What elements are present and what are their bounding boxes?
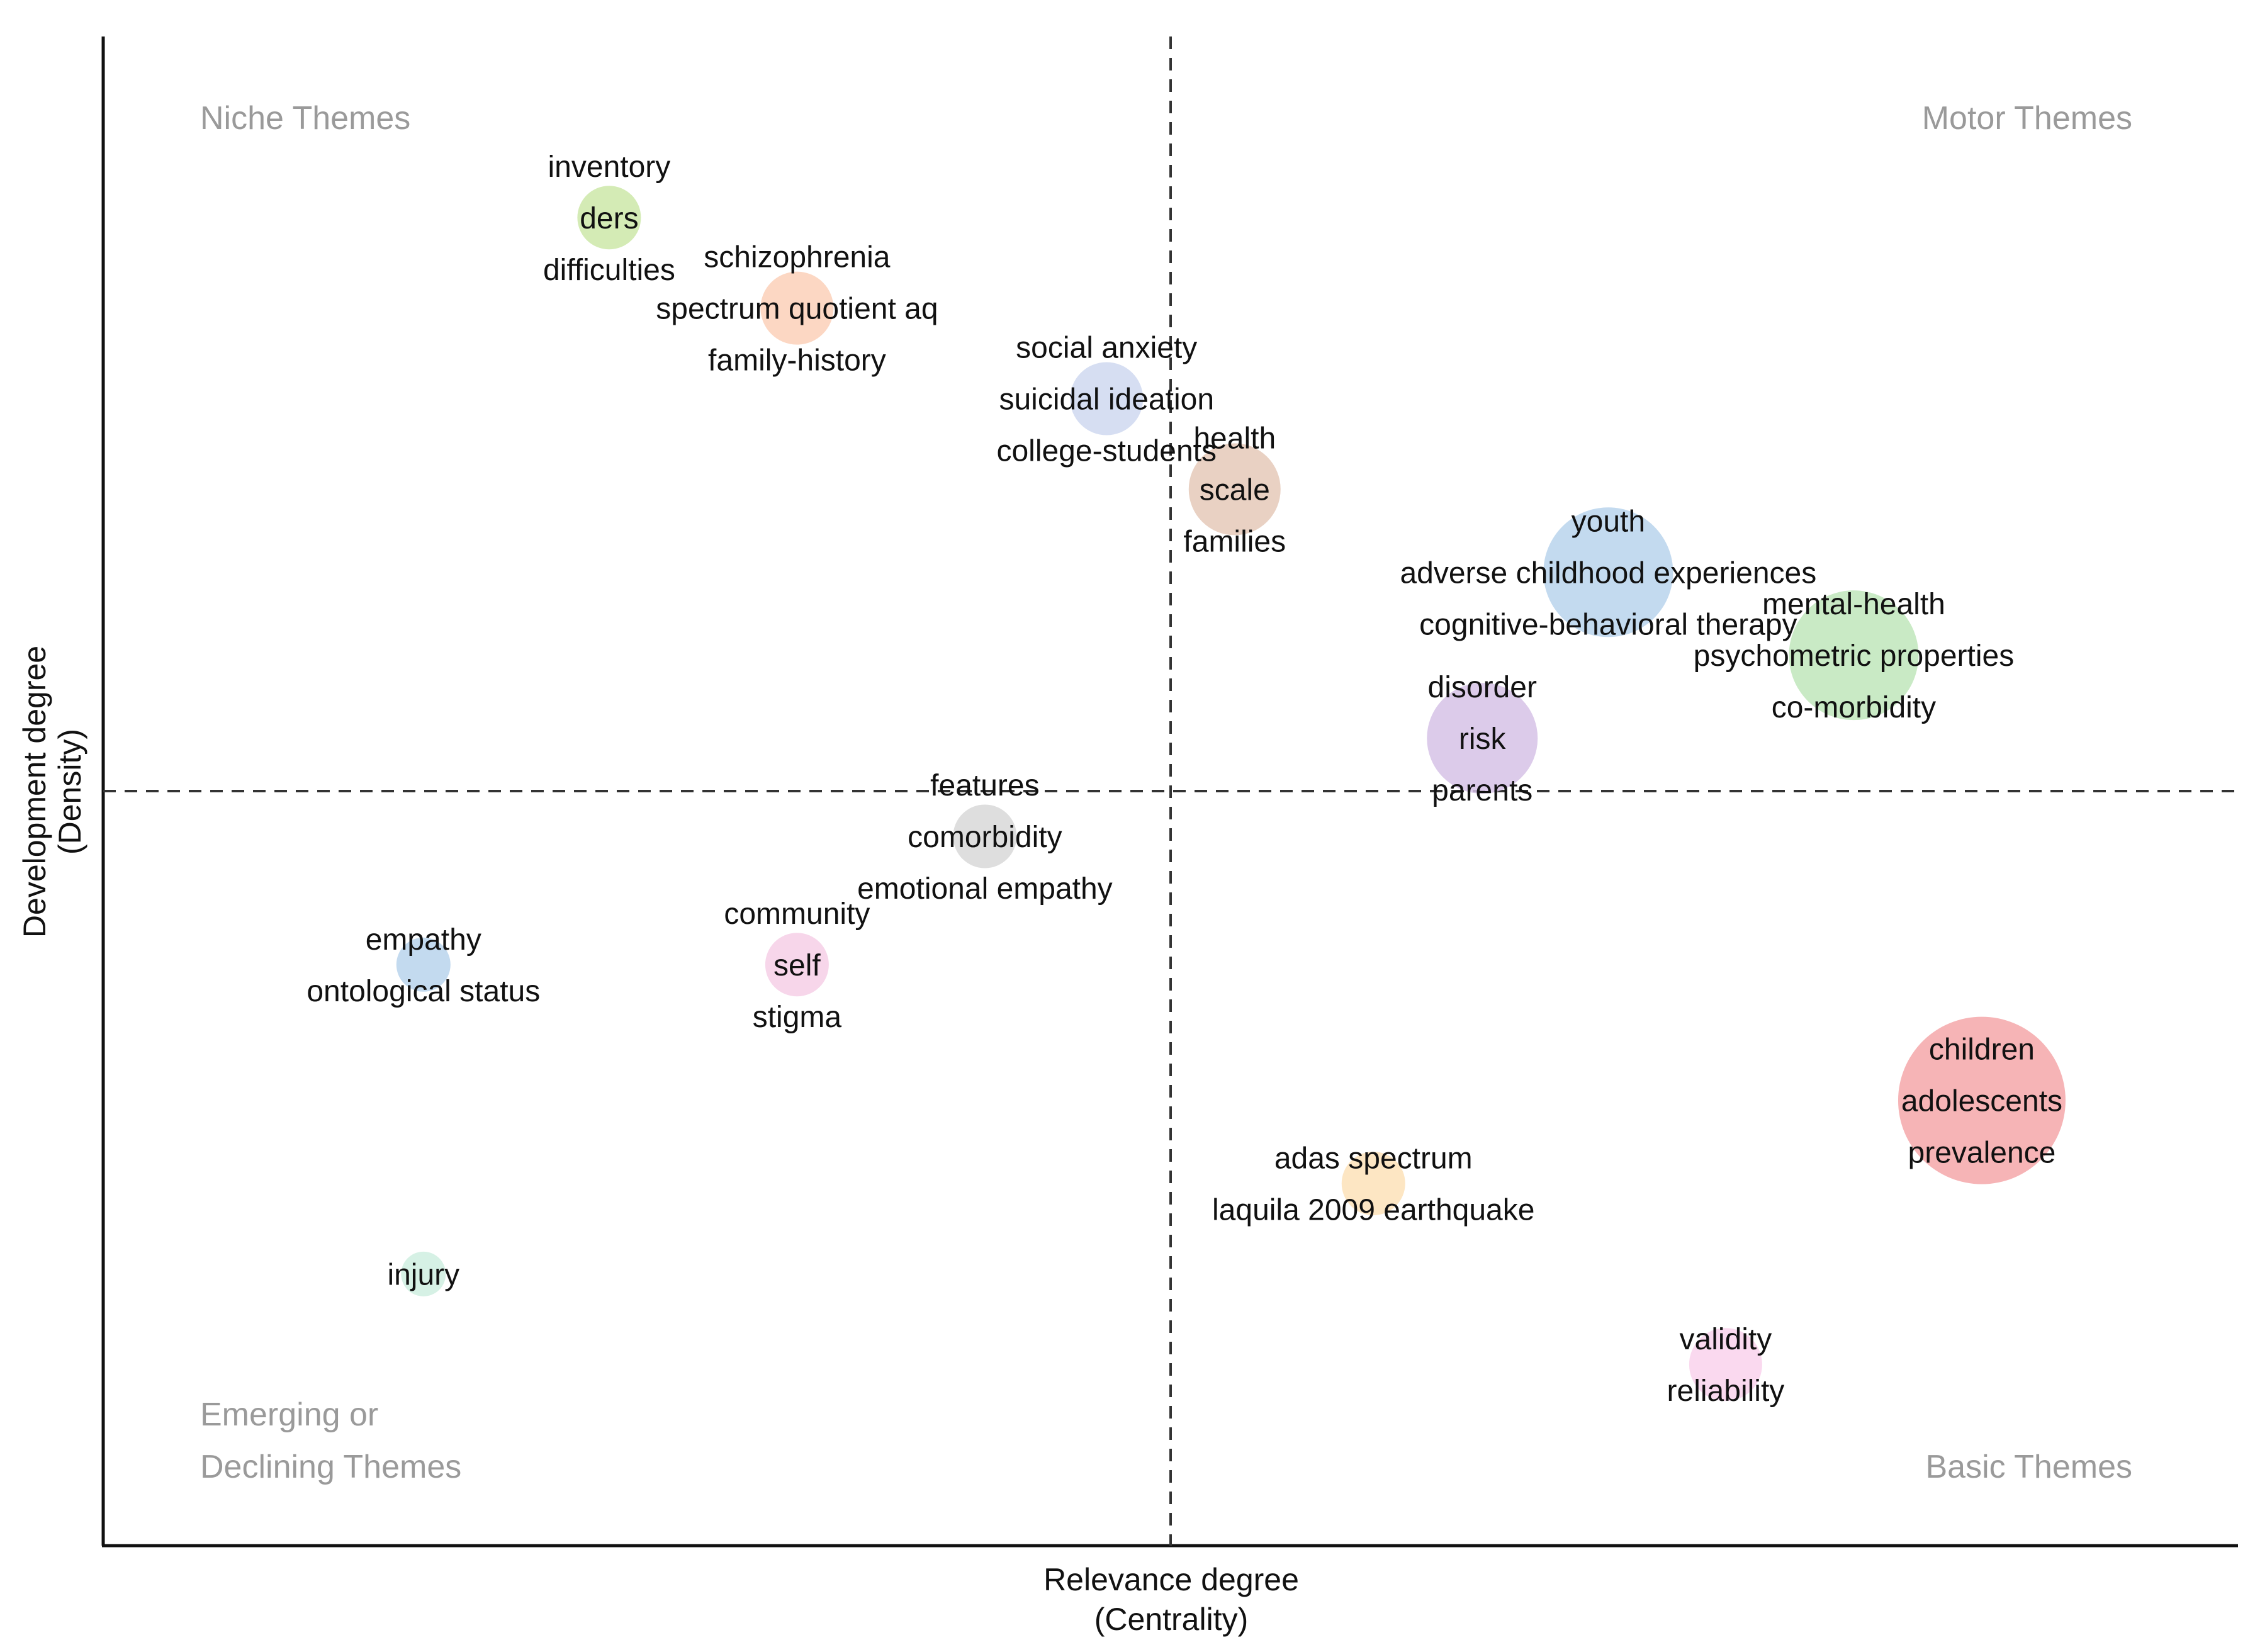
quadrant-label-niche: Niche Themes: [200, 100, 410, 137]
cluster-label-4-1: adverse childhood experiences: [1400, 556, 1816, 590]
cluster-label-6-1: risk: [1459, 722, 1507, 756]
cluster-label-8-1: self: [773, 949, 821, 982]
cluster-label-13-1: reliability: [1667, 1374, 1785, 1408]
cluster-label-1-2: family-history: [708, 344, 886, 378]
cluster-label-5-0: mental-health: [1762, 588, 1945, 621]
cluster-label-7-1: comorbidity: [908, 821, 1062, 854]
cluster-bubble-3: [1188, 443, 1281, 536]
cluster-label-3-2: families: [1183, 525, 1286, 558]
cluster-label-0-1: ders: [580, 202, 638, 235]
cluster-label-2-1: suicidal ideation: [999, 383, 1214, 417]
cluster-bubble-13: [1689, 1328, 1762, 1402]
cluster-label-9-1: ontological status: [306, 975, 540, 1008]
cluster-bubble-7: [953, 804, 1017, 868]
cluster-label-3-0: health: [1193, 422, 1276, 455]
x-axis-title-line1: Relevance degree: [1043, 1562, 1299, 1597]
cluster-label-7-0: features: [930, 769, 1039, 802]
cluster-bubble-2: [1070, 362, 1144, 435]
cluster-label-7-2: emotional empathy: [857, 872, 1113, 906]
cluster-bubble-9: [396, 937, 451, 992]
axis-titles: Relevance degree (Centrality) Developmen…: [17, 646, 1299, 1637]
cluster-label-4-2: cognitive-behavioral therapy: [1419, 608, 1797, 641]
cluster-label-11-0: adas spectrum: [1274, 1142, 1473, 1175]
cluster-label-2-2: college-students: [996, 435, 1217, 468]
cluster-label-10-1: adolescents: [1901, 1085, 2062, 1118]
cluster-label-1-0: schizophrenia: [704, 241, 890, 274]
cluster-label-1-1: spectrum quotient aq: [656, 293, 938, 326]
cluster-bubble-6: [1427, 683, 1538, 794]
quadrant-labels: Niche Themes Motor Themes Emerging or De…: [200, 100, 2132, 1485]
quadrant-label-emerging-line2: Declining Themes: [200, 1449, 461, 1485]
y-axis-title-line1: Development degree: [17, 646, 52, 938]
cluster-label-10-2: prevalence: [1908, 1137, 2056, 1170]
cluster-label-6-0: disorder: [1428, 671, 1537, 704]
cluster-bubble-8: [765, 933, 829, 997]
cluster-label-10-0: children: [1929, 1033, 2035, 1067]
cluster-label-9-0: empathy: [366, 923, 481, 957]
cluster-bubble-4: [1543, 507, 1673, 638]
cluster-label-5-2: co-morbidity: [1772, 691, 1936, 724]
cluster-bubble-10: [1898, 1016, 2066, 1184]
quadrant-label-basic: Basic Themes: [1925, 1449, 2132, 1485]
y-axis-title-line2: (Density): [52, 729, 87, 855]
cluster-label-0-0: inventory: [548, 150, 671, 184]
cluster-label-12-0: injury: [387, 1258, 459, 1291]
cluster-label-8-2: stigma: [753, 1001, 842, 1034]
bubbles-layer: [396, 186, 2066, 1402]
reference-lines: [103, 37, 2238, 1546]
labels-layer: inventory ders difficulties schizophrenia sp…: [306, 150, 2062, 1408]
cluster-bubble-12: [401, 1251, 446, 1296]
cluster-label-8-0: community: [724, 897, 870, 931]
quadrant-label-motor: Motor Themes: [1922, 100, 2132, 137]
cluster-label-3-1: scale: [1200, 473, 1270, 507]
cluster-label-2-0: social anxiety: [1016, 332, 1197, 365]
cluster-bubble-11: [1341, 1151, 1405, 1215]
cluster-label-5-1: psychometric properties: [1694, 639, 2015, 673]
cluster-label-6-2: parents: [1432, 774, 1532, 807]
x-axis-title-line2: (Centrality): [1094, 1602, 1248, 1637]
quadrant-label-emerging-line1: Emerging or: [200, 1396, 378, 1433]
cluster-bubble-1: [760, 271, 834, 345]
cluster-label-4-0: youth: [1572, 505, 1645, 538]
cluster-label-13-0: validity: [1680, 1323, 1772, 1356]
cluster-label-0-2: difficulties: [543, 254, 675, 287]
cluster-label-11-1: laquila 2009 earthquake: [1212, 1193, 1534, 1227]
cluster-bubble-5: [1789, 590, 1919, 721]
cluster-bubble-0: [577, 186, 641, 250]
